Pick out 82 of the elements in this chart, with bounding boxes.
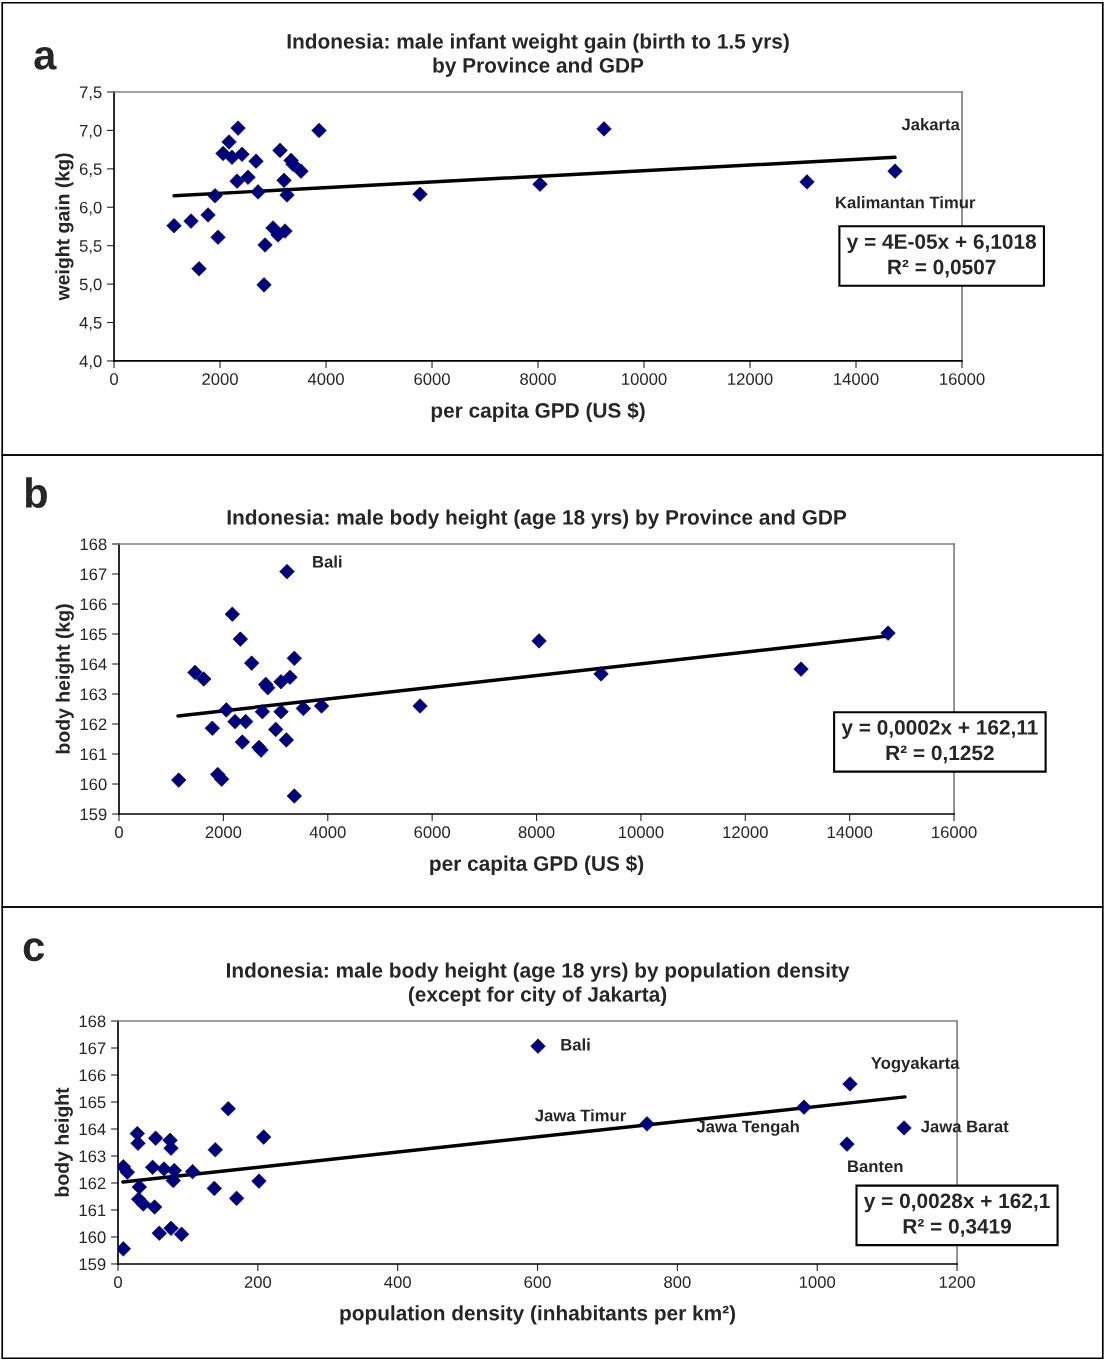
x-tick-label: 8000 bbox=[520, 373, 556, 385]
point bbox=[896, 1120, 912, 1136]
y-tick-label: 162 bbox=[79, 1177, 106, 1190]
x-axis-title: per capita GPD (US $) bbox=[430, 855, 644, 876]
x-tick-label: 400 bbox=[384, 1276, 411, 1289]
y-tick-label: 166 bbox=[80, 598, 107, 611]
y-axis-title: weight gain (kg) bbox=[55, 153, 74, 301]
y-tick-label: 167 bbox=[79, 1042, 106, 1055]
x-tick-label: 16000 bbox=[940, 373, 985, 385]
x-tick-label: 0 bbox=[114, 1276, 122, 1289]
annotation: Banten bbox=[848, 1160, 903, 1173]
y-tick-label: 162 bbox=[80, 718, 107, 731]
x-tick-label: 0 bbox=[115, 826, 123, 839]
x-tick-label: 10000 bbox=[622, 373, 667, 385]
y-tick-label: 159 bbox=[79, 1258, 106, 1271]
x-tick-label: 6000 bbox=[414, 826, 451, 839]
y-tick-label: 4,0 bbox=[79, 355, 102, 370]
y-tick-label: 7,5 bbox=[79, 86, 102, 101]
text: c bbox=[23, 938, 45, 962]
x-tick-label: 14000 bbox=[827, 826, 873, 839]
x-tick-label: 12000 bbox=[728, 373, 773, 385]
x-axis-title: population density (inhabitants per km²) bbox=[340, 1305, 736, 1325]
y-tick-label: 163 bbox=[80, 688, 107, 701]
y-tick-label: 166 bbox=[79, 1069, 106, 1082]
annotation: y = 4E-05x + 6,1018 R² = 0,0507 bbox=[846, 234, 1037, 278]
x-tick-label: 1200 bbox=[939, 1276, 975, 1289]
annotation: Bali bbox=[313, 555, 342, 568]
annotation: y = 0,0002x + 162,11 R² = 0,1252 bbox=[841, 720, 1038, 764]
y-tick-label: 168 bbox=[79, 1015, 106, 1028]
annotation: Jawa Barat bbox=[920, 1120, 1009, 1133]
chart-title: Indonesia: male infant weight gain (birth to 1.5 yrs) by Province and GDP bbox=[287, 33, 789, 77]
y-tick-label: 168 bbox=[80, 538, 107, 551]
x-tick-label: 4000 bbox=[309, 826, 346, 839]
chart-title: Indonesia: male body height (age 18 yrs) by population density (except for city of Jakarta) bbox=[226, 962, 850, 1006]
y-tick-label: 161 bbox=[79, 1204, 106, 1217]
y-tick-label: 160 bbox=[80, 778, 107, 791]
y-tick-label: 5,0 bbox=[79, 278, 102, 293]
x-tick-label: 16000 bbox=[932, 826, 977, 839]
x-tick-label: 0 bbox=[110, 373, 119, 385]
y-tick-label: 6,5 bbox=[79, 163, 102, 178]
y-axis-title: body height bbox=[54, 1087, 73, 1197]
y-tick-label: 165 bbox=[80, 628, 107, 641]
annotation: Kalimantan Timur bbox=[836, 196, 976, 209]
x-tick-label: 4000 bbox=[307, 373, 344, 385]
chart-title: Indonesia: male body height (age 18 yrs) by Province and GDP bbox=[227, 509, 847, 529]
x-tick-label: 12000 bbox=[723, 826, 768, 839]
y-tick-label: 5,5 bbox=[79, 240, 102, 254]
y-tick-label: 160 bbox=[79, 1231, 106, 1244]
y-tick-label: 7,0 bbox=[79, 124, 102, 139]
annotation: Jawa Tengah bbox=[696, 1120, 799, 1136]
x-tick-label: 2000 bbox=[202, 373, 238, 385]
y-tick-label: 159 bbox=[80, 808, 107, 821]
annotation: y = 0,0028x + 162,1 R² = 0,3419 bbox=[863, 1193, 1050, 1237]
y-axis-title: body height (kg) bbox=[55, 604, 74, 754]
text: b bbox=[25, 477, 47, 508]
y-tick-label: 167 bbox=[80, 568, 107, 581]
x-tick-label: 1000 bbox=[799, 1276, 836, 1289]
y-tick-label: 4,5 bbox=[79, 317, 102, 331]
annotation: Bali bbox=[561, 1038, 590, 1051]
point bbox=[238, 713, 254, 730]
y-tick-label: 164 bbox=[79, 1123, 106, 1136]
x-tick-label: 2000 bbox=[205, 826, 242, 839]
y-tick-label: 161 bbox=[80, 748, 107, 761]
point bbox=[293, 163, 309, 179]
x-tick-label: 200 bbox=[244, 1276, 272, 1289]
point bbox=[184, 1164, 201, 1180]
x-axis-title: per capita GPD (US $) bbox=[431, 402, 645, 422]
annotation: Jakarta bbox=[901, 118, 960, 131]
point bbox=[799, 174, 815, 190]
annotation: Jawa Timur bbox=[535, 1109, 626, 1122]
y-tick-label: 163 bbox=[79, 1150, 106, 1163]
x-tick-label: 10000 bbox=[619, 826, 664, 839]
text: a bbox=[34, 46, 57, 70]
x-tick-label: 6000 bbox=[414, 373, 450, 385]
y-tick-label: 165 bbox=[79, 1096, 106, 1109]
y-tick-label: 6,0 bbox=[79, 201, 102, 216]
x-tick-label: 8000 bbox=[518, 826, 555, 839]
y-tick-label: 164 bbox=[80, 658, 107, 671]
annotation: Yogyakarta bbox=[871, 1056, 960, 1073]
x-tick-label: 600 bbox=[524, 1276, 551, 1289]
x-tick-label: 800 bbox=[664, 1276, 691, 1289]
x-tick-label: 14000 bbox=[834, 373, 879, 385]
